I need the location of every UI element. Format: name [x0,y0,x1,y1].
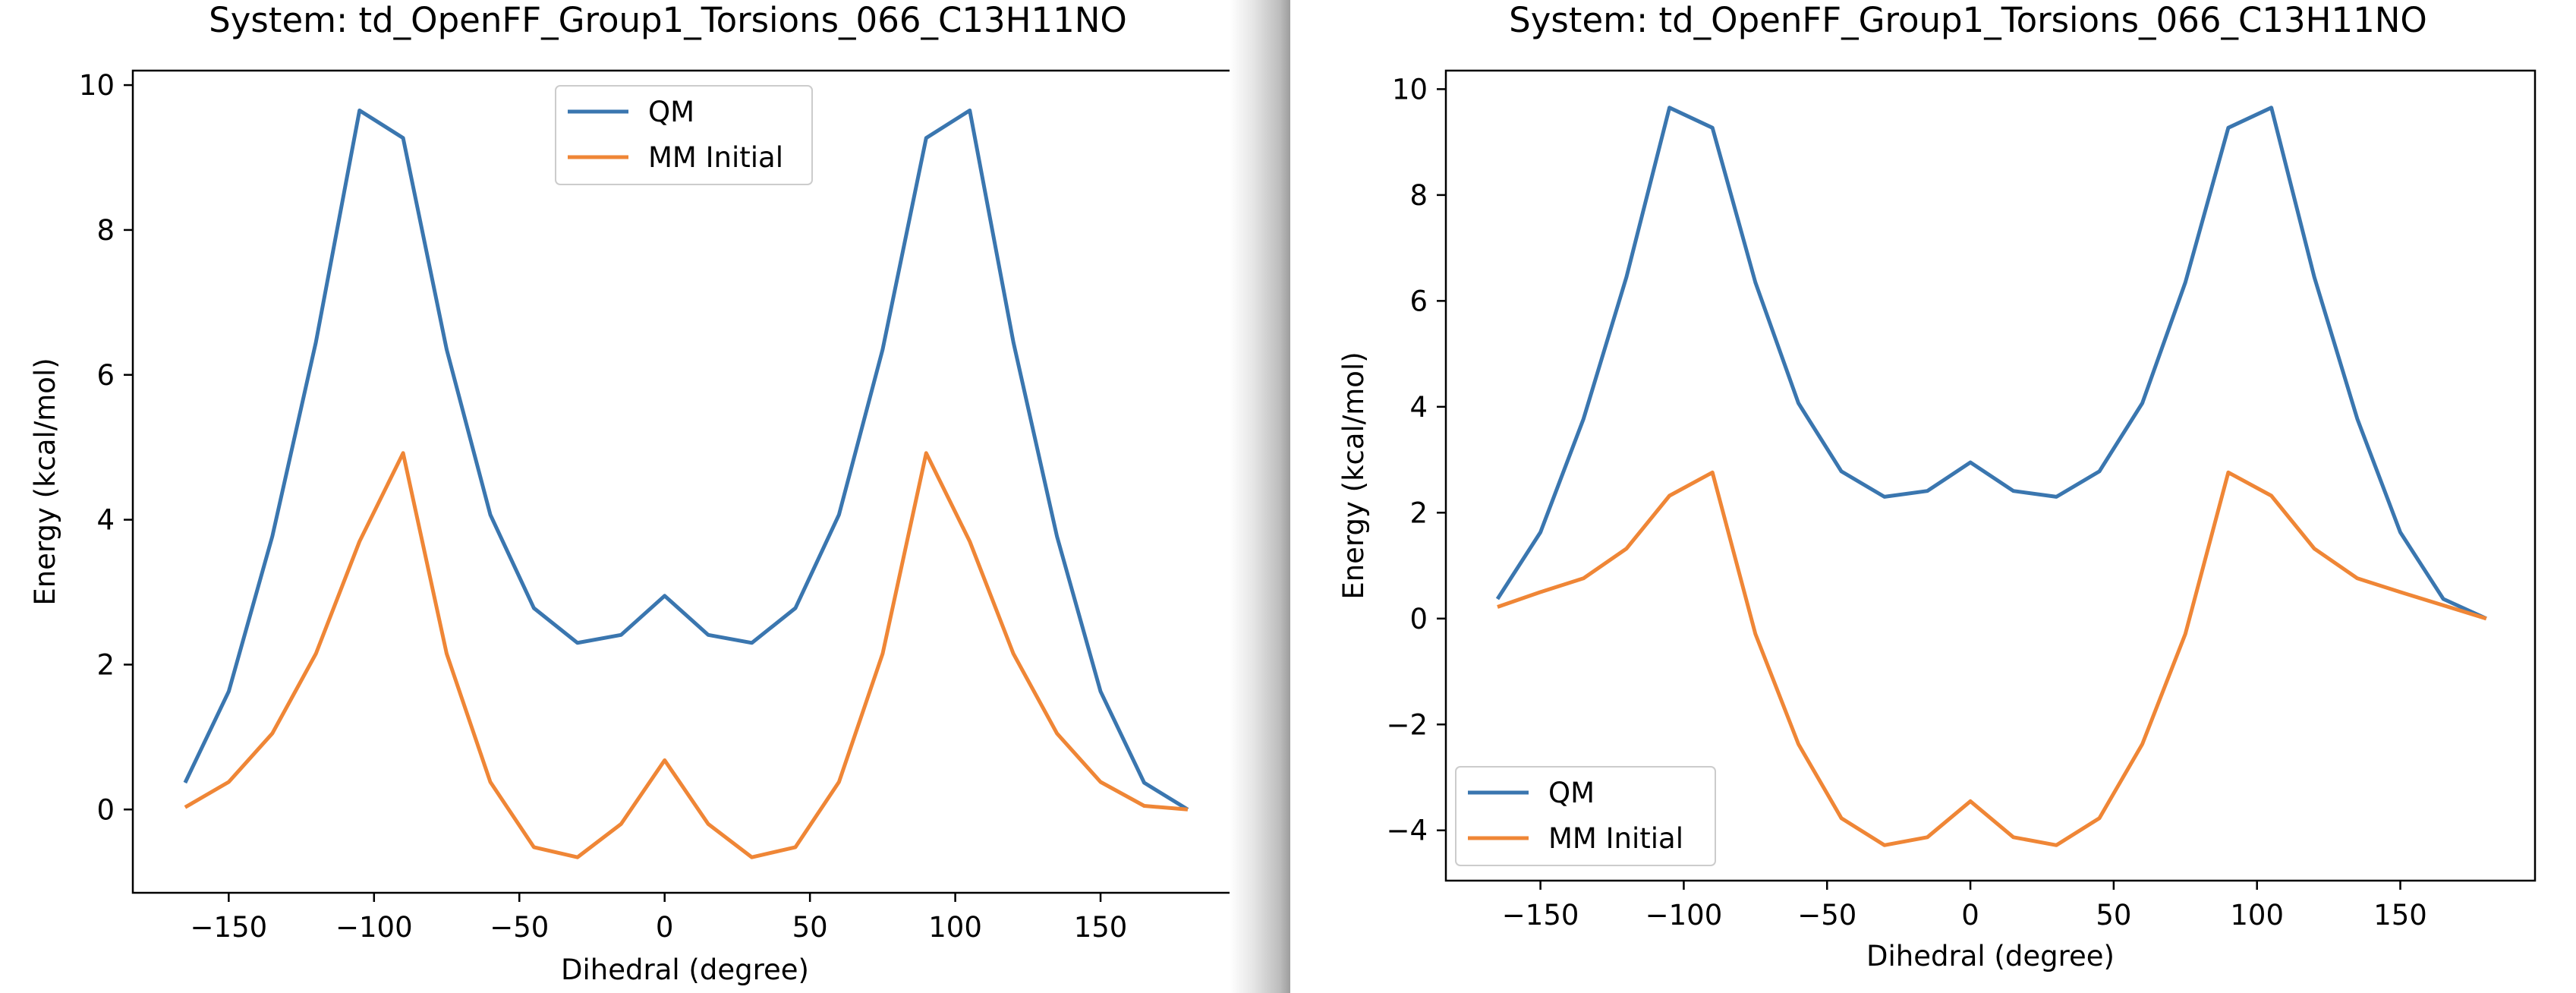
legend-label-qm: QM [1548,777,1595,809]
y-tick-label: −2 [1386,708,1428,741]
y-axis-label: Energy (kcal/mol) [29,358,61,605]
chart-title: System: td_OpenFF_Group1_Torsions_066_C1… [1509,0,2427,40]
x-tick-label: −50 [490,911,549,944]
plot-frame [131,69,1239,894]
x-tick-label: −100 [335,911,413,944]
legend: QM MM Initial [555,85,813,185]
y-tick-label: 2 [1409,496,1428,529]
x-tick-label: 150 [2373,899,2427,932]
y-tick-label: 4 [1409,391,1428,424]
chart-right: System: td_OpenFF_Group1_Torsions_066_C1… [1337,0,2537,973]
x-tick-label: 50 [792,911,828,944]
x-tick-label: −50 [1797,899,1856,932]
x-tick-label: −100 [1645,899,1723,932]
y-tick-label: 0 [1409,603,1428,635]
y-tick-label: 8 [1409,179,1428,212]
x-axis-label: Dihedral (degree) [561,954,809,986]
chart-panel-left: System: td_OpenFF_Group1_Torsions_066_C1… [0,0,1245,993]
y-tick-label: 10 [1392,73,1428,106]
legend-label-mm-initial: MM Initial [1548,822,1683,855]
chart-left: System: td_OpenFF_Group1_Torsions_066_C1… [29,0,1239,986]
series-line-mm-initial [1497,470,2487,847]
y-tick-label: 10 [79,69,115,102]
x-tick-label: 0 [656,911,674,944]
y-tick-label: 6 [1409,285,1428,317]
legend: QM MM Initial [1455,766,1716,866]
plot-frame [1444,69,2537,882]
legend-label-mm-initial: MM Initial [648,141,783,174]
series-line-mm-initial [184,451,1189,859]
chart-title: System: td_OpenFF_Group1_Torsions_066_C1… [209,0,1127,40]
x-tick-label: 0 [1961,899,1979,932]
series-line-qm [1495,106,2487,621]
x-tick-label: −150 [1502,899,1579,932]
y-tick-label: 6 [96,359,115,392]
x-tick-label: −150 [191,911,268,944]
y-tick-label: 8 [96,214,115,247]
series-line-qm [183,109,1189,812]
x-tick-label: 100 [928,911,982,944]
x-tick-label: 150 [1074,911,1128,944]
x-tick-label: 50 [2096,899,2131,932]
y-tick-label: −4 [1386,815,1428,847]
x-axis-label: Dihedral (degree) [1866,940,2115,973]
y-axis-label: Energy (kcal/mol) [1337,351,1370,599]
y-tick-label: 0 [96,793,115,826]
y-tick-label: 2 [96,648,115,681]
window-shadow [1230,0,1296,993]
chart-panel-right: System: td_OpenFF_Group1_Torsions_066_C1… [1290,0,2576,993]
y-tick-label: 4 [96,504,115,537]
legend-label-qm: QM [648,96,694,128]
x-tick-label: 100 [2230,899,2284,932]
